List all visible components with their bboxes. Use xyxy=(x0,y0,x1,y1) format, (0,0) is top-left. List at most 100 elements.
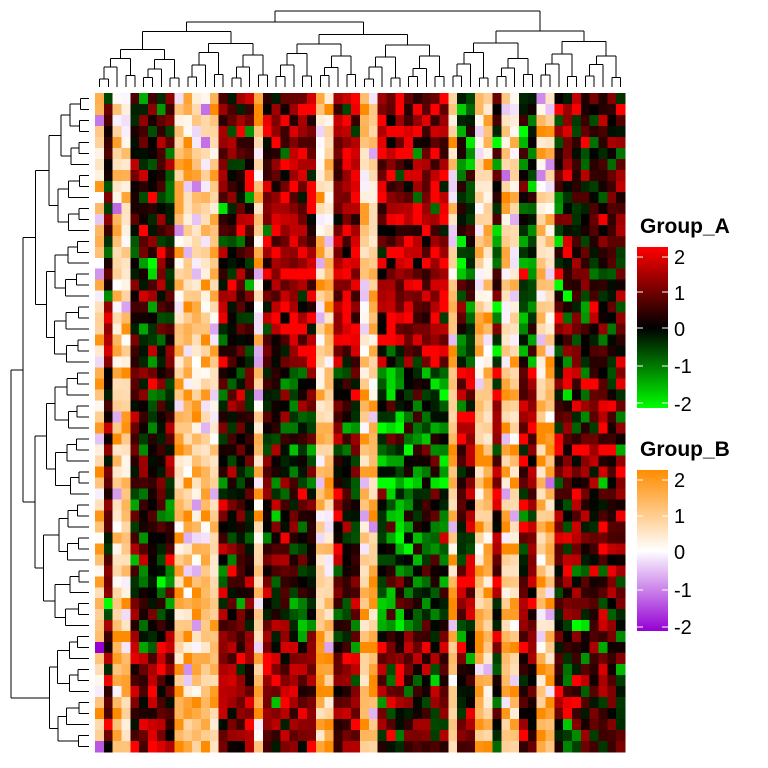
heatmap-cell xyxy=(563,576,573,588)
heatmap-cell xyxy=(439,543,449,555)
heatmap-cell xyxy=(519,532,529,544)
heatmap-cell xyxy=(103,499,114,511)
heatmap-cell xyxy=(351,521,361,533)
heatmap-cell xyxy=(510,510,520,522)
heatmap-cell xyxy=(598,697,608,709)
heatmap-cell xyxy=(201,664,211,676)
heatmap-cell xyxy=(430,719,440,731)
heatmap-cell xyxy=(421,114,432,127)
heatmap-cell xyxy=(103,323,114,336)
heatmap-cell xyxy=(519,609,529,621)
heatmap-cell xyxy=(324,653,334,665)
heatmap-cell xyxy=(236,653,246,665)
heatmap-cell xyxy=(563,312,573,325)
heatmap-cell xyxy=(315,103,326,116)
heatmap-cell xyxy=(156,686,167,698)
heatmap-cell xyxy=(324,532,334,544)
heatmap-cell xyxy=(527,730,538,742)
heatmap-cell xyxy=(351,400,361,412)
heatmap-cell xyxy=(280,202,290,215)
heatmap-cell xyxy=(103,543,114,555)
heatmap-cell xyxy=(448,675,458,687)
heatmap-cell xyxy=(351,356,361,368)
heatmap-cell xyxy=(192,697,202,709)
heatmap-cell xyxy=(404,158,414,171)
heatmap-cell xyxy=(130,389,140,401)
heatmap-cell xyxy=(148,246,158,259)
heatmap-cell xyxy=(298,290,308,303)
heatmap-cell xyxy=(368,125,379,138)
heatmap-cell xyxy=(448,93,458,105)
heatmap-cell xyxy=(298,499,308,511)
heatmap-cell xyxy=(501,488,511,500)
heatmap-cell xyxy=(457,510,467,522)
heatmap-cell xyxy=(466,499,476,511)
heatmap-cell xyxy=(289,114,299,127)
heatmap-cell xyxy=(536,477,546,489)
heatmap-cell xyxy=(545,125,555,138)
heatmap-cell xyxy=(492,532,502,544)
heatmap-cell xyxy=(218,301,228,314)
heatmap-cell xyxy=(519,367,529,379)
heatmap-cell xyxy=(183,202,193,215)
heatmap-cell xyxy=(368,730,379,742)
heatmap-cell xyxy=(430,653,440,665)
heatmap-cell xyxy=(342,180,352,193)
heatmap-cell xyxy=(492,653,502,665)
heatmap-cell xyxy=(483,686,493,698)
heatmap-cell xyxy=(112,444,122,456)
heatmap-cell xyxy=(616,246,626,259)
heatmap-cell xyxy=(121,103,131,116)
heatmap-cell xyxy=(607,543,617,555)
heatmap-cell xyxy=(95,93,105,105)
heatmap-cell xyxy=(333,158,343,171)
heatmap-cell xyxy=(395,389,405,401)
heatmap-cell xyxy=(483,455,493,467)
heatmap-cell xyxy=(315,598,326,610)
heatmap-cell xyxy=(218,521,228,533)
heatmap-cell xyxy=(192,631,202,643)
heatmap-cell xyxy=(103,400,114,412)
heatmap-cell xyxy=(148,180,158,193)
heatmap-cell xyxy=(501,587,511,599)
heatmap-cell xyxy=(572,334,582,347)
heatmap-cell xyxy=(156,477,167,489)
heatmap-cell xyxy=(536,433,546,445)
heatmap-cell xyxy=(174,389,184,401)
heatmap-cell xyxy=(607,499,617,511)
heatmap-cell xyxy=(474,598,485,610)
heatmap-cell xyxy=(333,598,343,610)
heatmap-cell xyxy=(262,136,273,149)
heatmap-cell xyxy=(95,675,105,687)
heatmap-cell xyxy=(201,521,211,533)
heatmap-cell xyxy=(103,114,114,127)
heatmap-cell xyxy=(404,125,414,138)
heatmap-cell xyxy=(421,422,432,434)
heatmap-cell xyxy=(430,158,440,171)
heatmap-cell xyxy=(342,488,352,500)
heatmap-cell xyxy=(501,400,511,412)
heatmap-cell xyxy=(342,686,352,698)
heatmap-cell xyxy=(545,400,555,412)
heatmap-cell xyxy=(439,554,449,566)
heatmap-cell xyxy=(271,488,281,500)
heatmap-cell xyxy=(307,191,317,204)
heatmap-cell xyxy=(103,587,114,599)
heatmap-cell xyxy=(616,488,626,500)
heatmap-cell xyxy=(95,213,105,226)
heatmap-cell xyxy=(236,675,246,687)
heatmap-cell xyxy=(165,367,175,379)
heatmap-cell xyxy=(183,323,193,336)
heatmap-cell xyxy=(519,103,529,116)
heatmap-cell xyxy=(377,642,387,654)
heatmap-cell xyxy=(192,664,202,676)
heatmap-cell xyxy=(572,719,582,731)
heatmap-cell xyxy=(510,246,520,259)
heatmap-cell xyxy=(483,499,493,511)
heatmap-cell xyxy=(448,433,458,445)
heatmap-cell xyxy=(563,466,573,478)
heatmap-cell xyxy=(165,532,175,544)
heatmap-cell xyxy=(192,158,202,171)
heatmap-cell xyxy=(236,455,246,467)
heatmap-cell xyxy=(245,477,255,489)
